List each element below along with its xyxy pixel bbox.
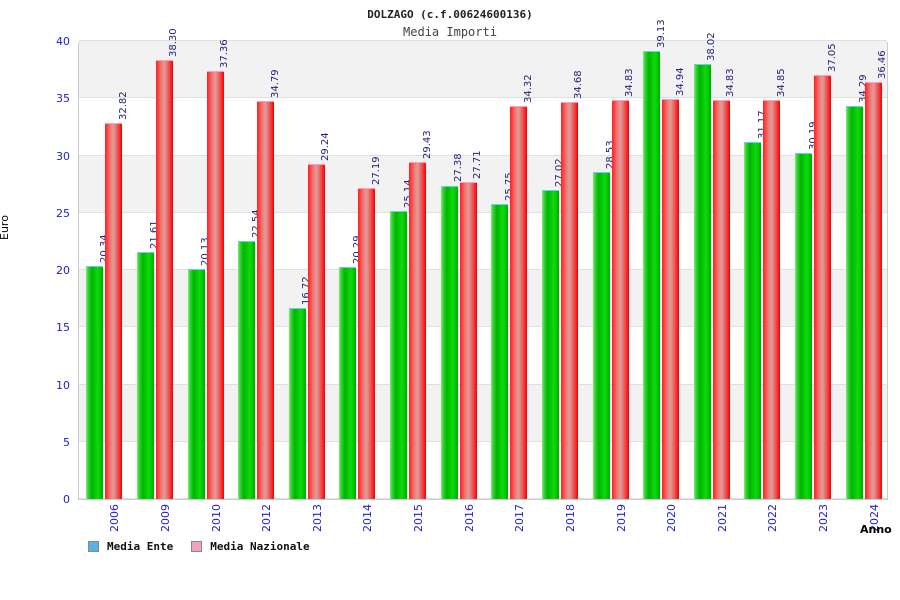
bar	[795, 153, 813, 499]
bar	[864, 81, 882, 499]
gridline	[79, 97, 887, 99]
legend-label: Media Nazionale	[210, 540, 310, 553]
plot-area: 20.34 32.82 21.61 38.30 20.13 37.36 22.54 34.79…	[78, 19, 889, 500]
bar-value-label: 37.05	[826, 43, 838, 72]
bar	[440, 185, 458, 499]
gridline	[79, 383, 887, 385]
bar	[763, 99, 781, 499]
bar	[744, 142, 762, 499]
bar	[105, 123, 123, 499]
bar	[339, 266, 357, 499]
legend: Media Ente Media Nazionale	[88, 540, 310, 553]
x-axis-tick-label: 2022	[766, 504, 780, 532]
bar-value-label: 36.46	[877, 49, 889, 79]
x-axis-tick-label: 2017	[513, 504, 527, 532]
bar	[409, 162, 427, 499]
legend-label: Media Ente	[107, 540, 174, 553]
bar-value-label: 34.83	[624, 68, 636, 98]
bar-value-label: 29.43	[421, 130, 433, 160]
y-axis-tick-label: 40	[56, 35, 70, 48]
bar	[491, 204, 509, 499]
bar	[814, 74, 832, 499]
y-axis-tick-label: 10	[56, 378, 70, 392]
gridline	[79, 440, 887, 442]
y-axis-tick-label: 0	[63, 493, 70, 506]
bar	[136, 251, 154, 499]
x-axis-tick-label: 2015	[412, 504, 426, 532]
bar-value-label: 32.82	[117, 91, 129, 121]
y-axis-tick-label: 30	[56, 149, 70, 163]
bar-value-label: 34.83	[725, 68, 737, 98]
bar	[390, 211, 408, 499]
bar-value-label: 27.71	[472, 150, 484, 179]
x-axis-tick-label: 2012	[260, 504, 274, 532]
y-axis-tick-label: 20	[56, 264, 70, 277]
x-axis-label: Anno	[860, 523, 892, 536]
x-axis-tick-label: 2023	[817, 504, 831, 532]
bar	[288, 307, 306, 499]
x-axis-tick-label: 2016	[462, 504, 476, 532]
bar	[238, 240, 256, 499]
x-axis-tick-label: 2018	[563, 504, 577, 532]
chart-title: DOLZAGO (c.f.00624600136)	[367, 8, 533, 21]
bar-value-label: 37.36	[219, 39, 231, 69]
legend-swatch	[191, 541, 203, 552]
bar	[845, 106, 863, 499]
bar	[541, 189, 559, 499]
gridline	[79, 154, 887, 156]
y-axis-tick-label: 15	[56, 321, 70, 335]
y-axis-tick-label: 25	[56, 206, 70, 220]
gridline	[79, 498, 887, 499]
legend-item-media-ente[interactable]: Media Ente	[88, 540, 173, 553]
bar	[86, 266, 104, 499]
bar-value-label: 27.38	[453, 153, 465, 183]
gridline	[79, 326, 887, 328]
bar	[358, 187, 376, 499]
x-axis-tick-label: 2013	[310, 504, 324, 532]
y-axis-tick-label: 35	[56, 92, 70, 106]
bar-value-label: 34.32	[522, 74, 534, 104]
bar	[257, 100, 275, 499]
legend-swatch	[88, 541, 99, 552]
bar	[592, 172, 610, 499]
bar-value-label: 34.79	[269, 69, 281, 98]
x-axis-tick-label: 2019	[614, 504, 628, 532]
bar	[307, 164, 325, 499]
bar	[712, 100, 730, 499]
bar	[611, 100, 629, 499]
gridline	[79, 211, 887, 213]
x-axis-tick-label: 2006	[108, 504, 122, 532]
y-axis-label: Euro	[0, 215, 11, 240]
y-axis-tick-label: 5	[63, 435, 70, 449]
bar-value-label: 38.30	[168, 28, 180, 58]
bar	[206, 71, 224, 499]
bar-value-label: 34.85	[775, 68, 787, 97]
bar-value-label: 38.02	[706, 32, 718, 61]
bar	[155, 60, 173, 499]
bar	[459, 181, 477, 499]
x-axis-tick-label: 2009	[158, 504, 172, 532]
bar-value-label: 29.24	[320, 132, 332, 162]
x-axis-tick-label: 2020	[665, 504, 679, 532]
bar-value-label: 34.94	[674, 67, 686, 96]
bar	[662, 98, 680, 499]
bar	[643, 50, 661, 499]
gridline	[79, 269, 887, 270]
bar	[187, 268, 205, 499]
x-axis-tick-label: 2014	[361, 504, 375, 532]
bar-value-label: 39.13	[655, 19, 667, 48]
background-band	[79, 41, 887, 99]
gridline	[79, 40, 887, 41]
legend-item-media-nazionale[interactable]: Media Nazionale	[191, 540, 310, 553]
bar	[560, 101, 578, 499]
x-axis-tick-label: 2010	[209, 504, 223, 532]
bar-value-label: 34.68	[573, 70, 585, 99]
bar	[693, 63, 711, 499]
bar	[510, 106, 528, 499]
chart-subtitle: Media Importi	[403, 25, 497, 39]
bar-value-label: 27.19	[370, 156, 382, 185]
x-axis-tick-label: 2021	[715, 504, 729, 532]
